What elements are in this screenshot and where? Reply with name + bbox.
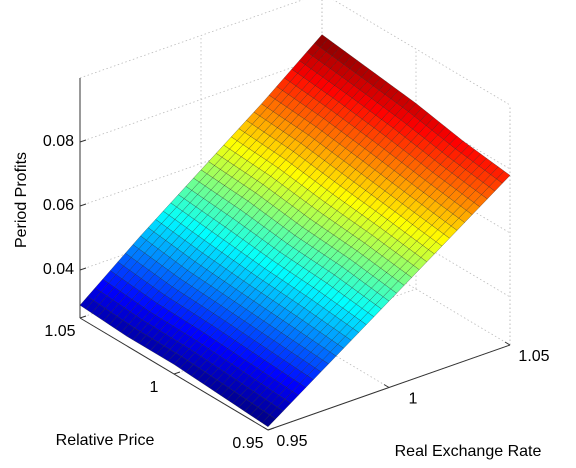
x-tick (383, 384, 390, 388)
z-tick-label: 0.06 (43, 197, 74, 214)
y-tick (267, 427, 275, 431)
x-axis-label: Real Exchange Rate (395, 443, 542, 460)
x-tick (262, 426, 269, 431)
z-tick-label: 0.08 (43, 133, 74, 150)
x-tick-label: 0.95 (276, 433, 307, 450)
surface (79, 34, 511, 428)
z-tick (79, 267, 87, 271)
y-axis-label: Relative Price (56, 432, 155, 449)
z-tick-label: 0.04 (43, 261, 74, 278)
z-tick (79, 203, 87, 207)
x-tick-label: 1 (409, 391, 418, 408)
y-tick (79, 315, 87, 319)
y-tick-label: 1.05 (44, 323, 75, 340)
z-tick (79, 139, 87, 143)
box-edge (332, 0, 511, 106)
box-edge (79, 0, 304, 79)
y-tick-label: 0.95 (232, 435, 263, 452)
y-tick-label: 1 (150, 379, 159, 396)
x-tick (504, 341, 511, 346)
y-tick (173, 371, 181, 375)
z-axis-label: Period Profits (13, 152, 30, 248)
x-tick-label: 1.05 (518, 348, 549, 365)
surface-patch (261, 414, 276, 428)
axes: 0.04 0.06 0.08 0.95 1 1.05 0.95 1 1.05 (43, 78, 550, 452)
